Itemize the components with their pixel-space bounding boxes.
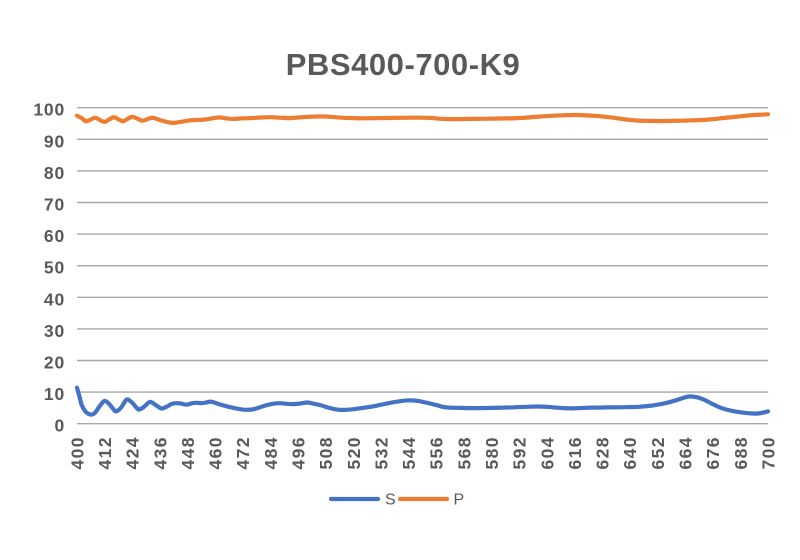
svg-text:700: 700	[758, 436, 778, 469]
svg-text:50: 50	[44, 258, 65, 278]
svg-text:580: 580	[482, 436, 502, 469]
svg-text:436: 436	[150, 436, 170, 469]
svg-text:688: 688	[731, 436, 751, 469]
svg-text:S: S	[385, 492, 396, 509]
svg-text:568: 568	[454, 436, 474, 469]
svg-text:30: 30	[44, 321, 65, 341]
svg-text:0: 0	[54, 416, 65, 436]
svg-text:40: 40	[44, 289, 65, 309]
svg-text:20: 20	[44, 353, 65, 373]
svg-text:544: 544	[399, 436, 419, 469]
svg-text:400: 400	[67, 436, 87, 469]
svg-text:592: 592	[510, 436, 530, 469]
svg-text:556: 556	[427, 436, 447, 469]
svg-text:640: 640	[620, 436, 640, 469]
svg-text:484: 484	[261, 436, 281, 469]
svg-text:10: 10	[44, 384, 65, 404]
svg-text:676: 676	[703, 436, 723, 469]
svg-text:448: 448	[178, 436, 198, 469]
svg-text:664: 664	[676, 436, 696, 469]
svg-text:424: 424	[123, 436, 143, 469]
svg-text:628: 628	[593, 436, 613, 469]
svg-text:90: 90	[44, 131, 65, 151]
svg-text:PBS400-700-K9: PBS400-700-K9	[286, 47, 521, 82]
svg-text:508: 508	[316, 436, 336, 469]
svg-text:472: 472	[233, 436, 253, 469]
svg-text:70: 70	[44, 195, 65, 215]
svg-text:100: 100	[33, 100, 65, 120]
svg-text:P: P	[454, 492, 465, 509]
svg-text:60: 60	[44, 226, 65, 246]
svg-text:604: 604	[537, 436, 557, 469]
svg-text:496: 496	[289, 436, 309, 469]
svg-text:532: 532	[371, 436, 391, 469]
svg-text:520: 520	[344, 436, 364, 469]
svg-text:652: 652	[648, 436, 668, 469]
svg-text:80: 80	[44, 163, 65, 183]
svg-text:412: 412	[95, 436, 115, 469]
svg-text:460: 460	[206, 436, 226, 469]
svg-text:616: 616	[565, 436, 585, 469]
